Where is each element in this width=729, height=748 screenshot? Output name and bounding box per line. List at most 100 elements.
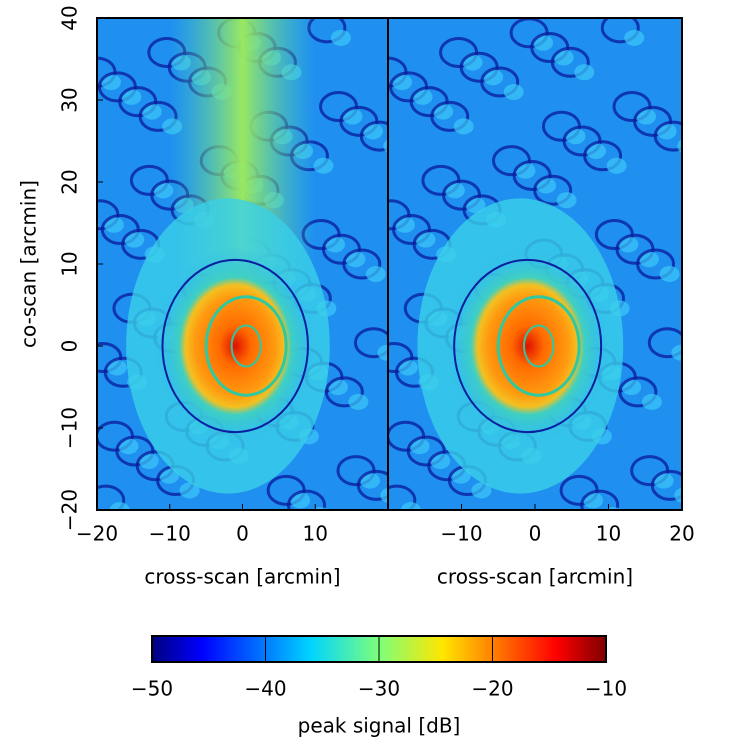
colorbar-tick-label: −20 — [471, 677, 513, 701]
heatmap-ripple — [313, 157, 334, 174]
heatmap-ripple — [342, 108, 363, 125]
heatmap-ripple — [677, 139, 682, 153]
heatmap-ripple — [606, 157, 627, 174]
heatmap-ripple — [397, 359, 418, 376]
heatmap-ripple — [380, 487, 388, 504]
heatmap-ripple — [653, 120, 682, 152]
heatmap-contour — [496, 295, 581, 397]
heatmap-ripple — [453, 118, 474, 135]
heatmap-ripple — [388, 484, 417, 510]
heatmap-ripple — [394, 216, 415, 233]
colorbar-tick-label: −50 — [131, 677, 173, 701]
heatmap — [388, 18, 682, 510]
heatmap-ripple — [653, 472, 674, 489]
heatmap-ripple — [618, 376, 658, 408]
x-tick-label: 0 — [529, 522, 542, 546]
heatmap-ripple — [650, 469, 682, 501]
heatmap-ripple — [359, 120, 388, 152]
heatmap — [97, 18, 388, 510]
heatmap-ripple — [600, 18, 640, 44]
heatmap-ripple — [327, 379, 348, 396]
heatmap-contour — [204, 295, 288, 397]
heatmap-ripple — [287, 489, 327, 510]
heatmap-ripple — [159, 467, 180, 484]
colorbar-tick-label: −30 — [358, 677, 400, 701]
heatmap-contour — [230, 324, 262, 368]
y-tick-label: 10 — [58, 251, 82, 276]
heatmap-ripple — [353, 327, 388, 359]
heatmap-ripple — [359, 472, 380, 489]
heatmap-ripple — [409, 438, 430, 455]
x-tick-label: 10 — [303, 522, 328, 546]
heatmap-ripple — [536, 177, 557, 194]
heatmap-ripple — [641, 393, 662, 410]
x-tick-label: 10 — [596, 522, 621, 546]
heatmap-ripple — [450, 467, 471, 484]
y-tick-label: −10 — [58, 407, 82, 449]
heatmap-ripple — [462, 54, 483, 71]
colorbar-tick-label: −40 — [244, 677, 286, 701]
heatmap-ripple — [101, 74, 121, 91]
heatmap-ripple — [106, 359, 127, 376]
heatmap-ripple — [638, 251, 659, 268]
heatmap-ripple — [103, 216, 124, 233]
heatmap-contour — [161, 258, 309, 434]
heatmap-ripple — [342, 248, 382, 280]
heatmap-ripple — [515, 162, 536, 179]
heatmap-ripple — [415, 231, 436, 248]
heatmap-ripple — [109, 502, 130, 510]
heatmap-ripple — [621, 379, 642, 396]
heatmap-ripple — [583, 492, 604, 509]
heatmap-ripple — [348, 393, 369, 410]
heatmap-ripple — [624, 29, 645, 46]
y-tick-label: 30 — [58, 87, 82, 112]
heatmap-ripple — [412, 88, 433, 105]
heatmap-main-lobe — [155, 247, 316, 445]
heatmap-ripple — [433, 103, 454, 120]
heatmap-ripple — [636, 248, 676, 280]
colorbar-label: peak signal [dB] — [298, 714, 461, 738]
heatmap-ripple — [483, 69, 504, 86]
heatmap-ripple — [471, 482, 492, 499]
heatmap-ripple — [356, 469, 388, 501]
heatmap-ripple — [153, 182, 174, 199]
y-tick-label: 20 — [58, 169, 82, 194]
y-tick-label: −20 — [58, 489, 82, 531]
heatmap-ripple — [480, 66, 520, 98]
x-tick-label: −10 — [149, 522, 191, 546]
heatmap-ripple — [345, 251, 366, 268]
heatmap-ripple — [365, 266, 386, 282]
x-tick-label: −10 — [440, 522, 482, 546]
heatmap-ripple — [392, 74, 412, 91]
heatmap-ripple — [586, 143, 607, 159]
heatmap-ripple — [565, 128, 586, 145]
heatmap-ripple — [430, 452, 451, 469]
heatmap-ripple — [138, 452, 159, 469]
heatmap-ripple — [674, 487, 682, 504]
heatmap-ripple — [647, 327, 682, 359]
heatmap-ripple — [141, 103, 162, 120]
colorbar-tick-label: −10 — [585, 677, 627, 701]
heatmap-ripple — [324, 376, 364, 408]
heatmap-ripple — [124, 231, 145, 248]
heatmap-ripple — [574, 64, 595, 81]
heatmap-ripple — [656, 123, 677, 140]
heatmap-ripple — [444, 182, 465, 199]
y-axis-label: co-scan [arcmin] — [17, 180, 41, 348]
heatmap-ripple — [118, 438, 139, 455]
heatmap-ripple — [362, 123, 383, 140]
heatmap-ripple — [465, 197, 486, 214]
heatmap-contour — [522, 324, 555, 368]
heatmap-ripple — [671, 344, 682, 361]
heatmap-ripple — [618, 236, 639, 253]
heatmap-ripple — [583, 140, 623, 172]
x-tick-label: −20 — [76, 522, 118, 546]
heatmap-ripple — [580, 489, 620, 510]
heatmap-ripple — [330, 29, 351, 46]
heatmap-ripple — [400, 502, 421, 510]
heatmap-ripple — [550, 46, 590, 78]
heatmap-ripple — [533, 34, 554, 51]
heatmap-ripple — [179, 482, 200, 499]
heatmap-ripple — [383, 139, 388, 153]
